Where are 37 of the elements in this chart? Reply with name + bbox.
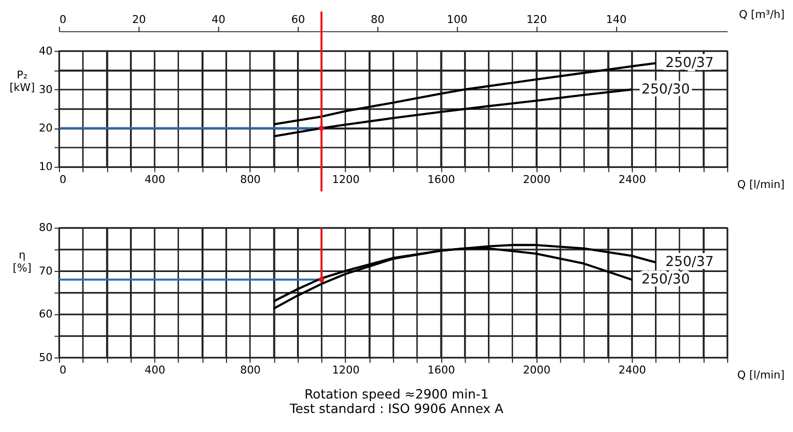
x2-axis-title: Q [m³/h]: [738, 8, 785, 21]
y-tick-label: 20: [38, 122, 53, 135]
x2-tick-label: 120: [526, 12, 548, 26]
x-tick-label: 2000: [522, 364, 551, 377]
x-tick-label: 1200: [332, 364, 360, 377]
x-axis-title: Q [l/min]: [737, 178, 785, 191]
x-tick-label: 1600: [428, 364, 456, 377]
x-tick-label: 800: [240, 364, 261, 377]
x-tick-label: 2000: [522, 173, 551, 186]
y-tick-label: 10: [38, 160, 53, 174]
y-tick-label: 70: [38, 264, 53, 278]
x2-tick-label: 80: [370, 12, 385, 26]
x2-tick-label: 140: [606, 12, 627, 26]
y-axis-title: η [%]: [12, 248, 32, 274]
y-tick-label: 50: [38, 350, 53, 364]
x2-tick-label: 0: [59, 12, 66, 26]
x-tick-label: 2400: [618, 173, 646, 186]
x2-tick-label: 40: [212, 12, 226, 26]
y-tick-label: 30: [38, 82, 53, 96]
x2-tick-label: 100: [446, 12, 468, 26]
x2-tick-label: 20: [132, 12, 146, 26]
x-tick-label: 0: [59, 364, 66, 377]
x-tick-label: 400: [144, 173, 166, 186]
x-tick-label: 1200: [332, 173, 360, 186]
y-tick-label: 40: [38, 44, 53, 58]
x-tick-label: 800: [240, 173, 261, 186]
x-axis-title: Q [l/min]: [737, 368, 785, 382]
x-tick-label: 2400: [618, 364, 646, 377]
y-tick-label: 60: [38, 308, 53, 321]
x-tick-label: 0: [59, 173, 66, 186]
text: Test standard : ISO 9906 Annex A: [288, 402, 504, 418]
y-axis-title: P₂ [kW]: [9, 68, 35, 94]
y-tick-label: 80: [38, 221, 53, 234]
x-tick-label: 400: [144, 364, 166, 377]
x-tick-label: 1600: [428, 173, 456, 186]
text: Rotation speed ≈2900 min-1: [304, 387, 489, 402]
x2-tick-label: 60: [291, 12, 306, 26]
